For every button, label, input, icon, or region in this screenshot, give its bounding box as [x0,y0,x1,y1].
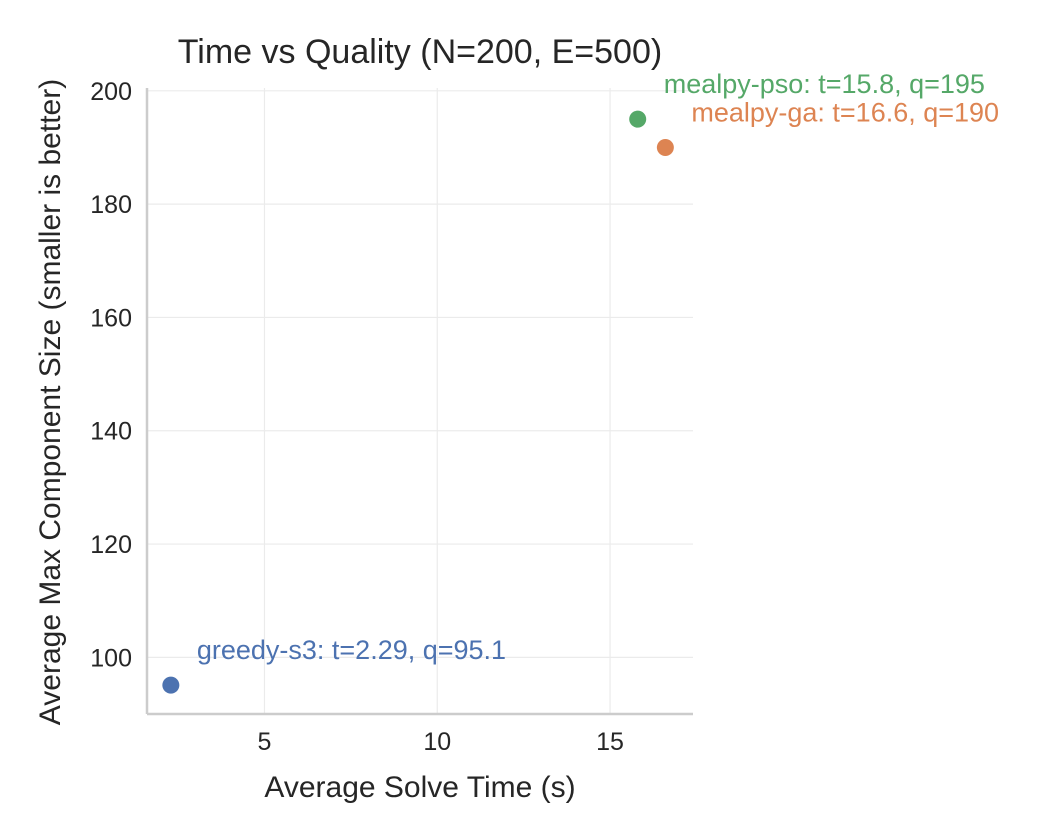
x-tick-label: 5 [258,728,272,756]
data-point [162,676,180,694]
y-tick-label: 120 [90,531,132,559]
chart-title: Time vs Quality (N=200, E=500) [178,33,662,71]
data-point [656,138,674,156]
data-points [162,110,674,694]
point-annotation: mealpy-pso: t=15.8, q=195 [664,69,985,99]
x-axis-label: Average Solve Time (s) [264,771,575,804]
point-annotation: mealpy-ga: t=16.6, q=190 [691,97,999,127]
y-axis-label: Average Max Component Size (smaller is b… [34,79,67,725]
y-tick-label: 140 [90,418,132,446]
y-tick-label: 100 [90,644,132,672]
x-tick-label: 15 [596,728,624,756]
x-tick-label: 10 [423,728,451,756]
y-tick-label: 200 [90,78,132,106]
annotations: greedy-s3: t=2.29, q=95.1 mealpy-pso: t=1… [197,69,999,665]
y-tick-label: 160 [90,304,132,332]
axes-spines [145,88,693,716]
y-tick-label: 180 [90,191,132,219]
data-point [629,110,647,128]
grid-layer [147,88,693,714]
point-annotation: greedy-s3: t=2.29, q=95.1 [197,635,506,665]
tick-labels: 5 10 15 100 120 140 160 180 200 [90,78,624,756]
